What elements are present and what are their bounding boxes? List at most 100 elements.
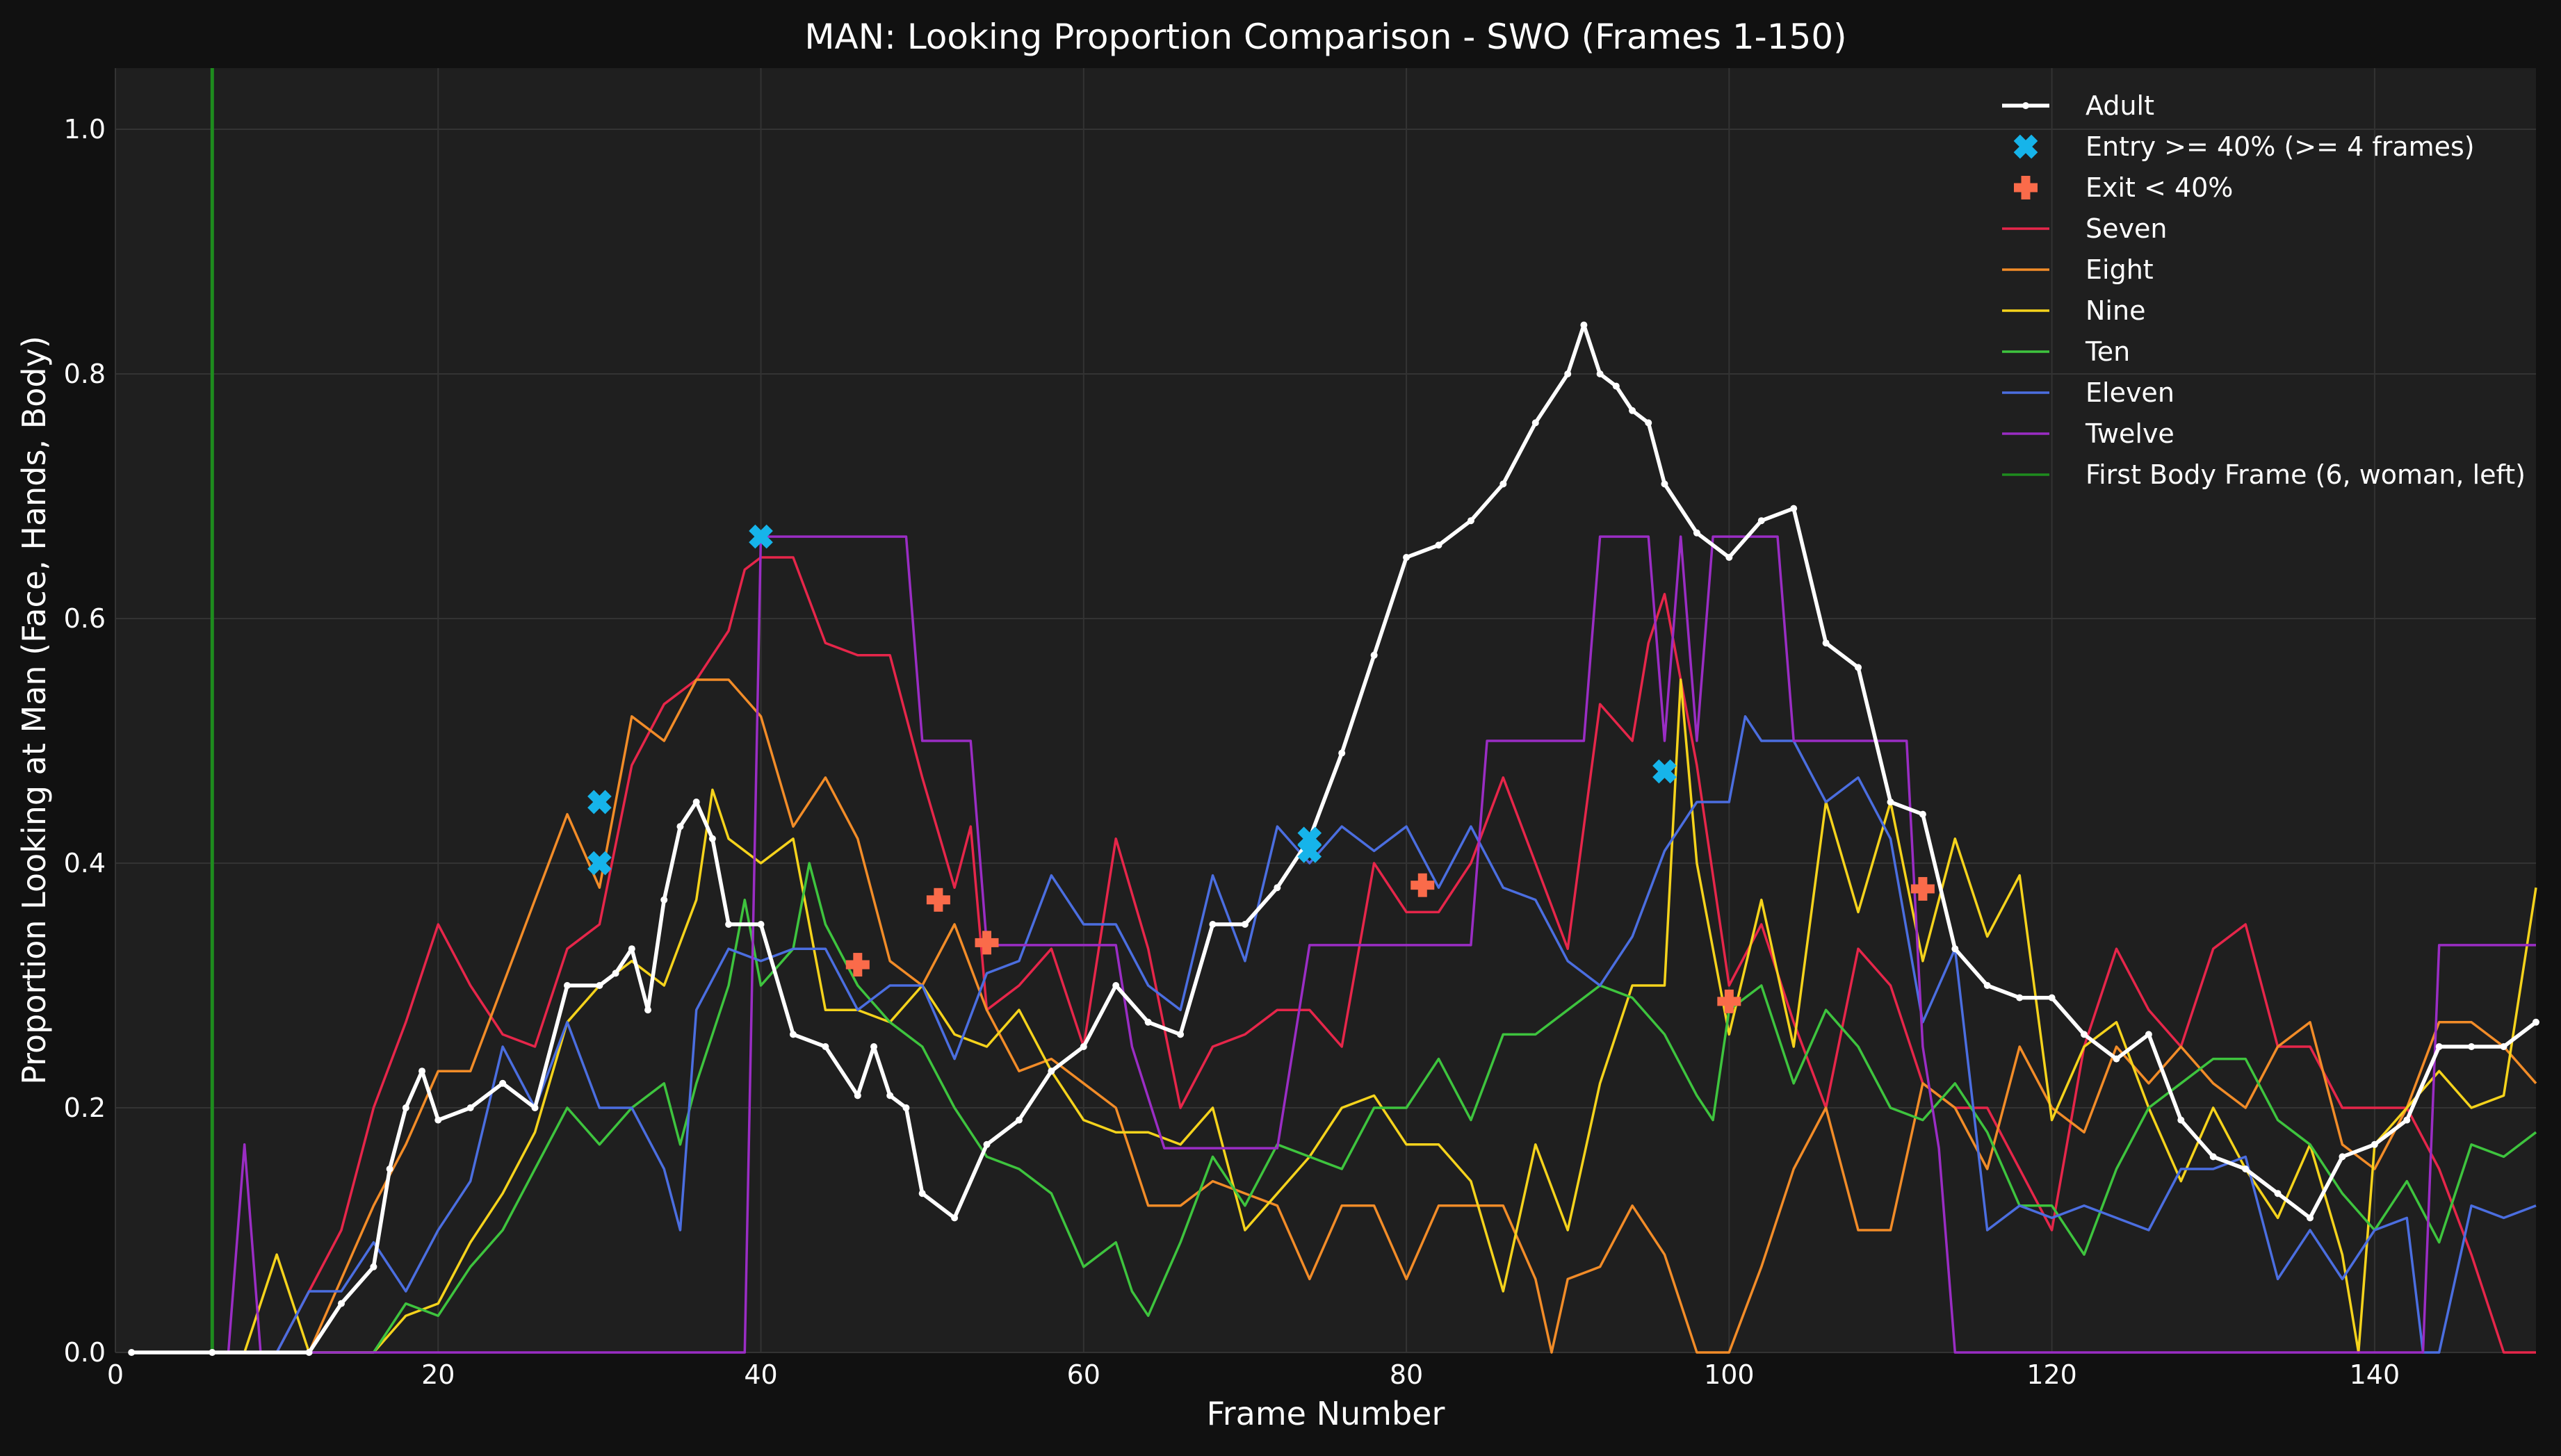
adult-point — [2048, 994, 2056, 1001]
adult-point — [1241, 921, 1249, 928]
legend-item: Exit < 40% — [2014, 172, 2233, 203]
y-tick-label: 1.0 — [64, 114, 106, 145]
adult-point — [628, 945, 635, 953]
x-tick-label: 80 — [1390, 1359, 1423, 1390]
entry-marker — [1652, 759, 1677, 784]
adult-point — [1209, 921, 1217, 928]
adult-point — [1661, 480, 1668, 488]
series-line-ten — [131, 862, 2537, 1354]
adult-point — [1887, 799, 1894, 805]
adult-point — [2371, 1140, 2378, 1148]
adult-point — [2307, 1214, 2314, 1222]
adult-point — [983, 1140, 991, 1148]
adult-point — [2145, 1031, 2152, 1038]
series-line-eleven — [131, 715, 2537, 1354]
adult-point — [1435, 541, 1442, 549]
adult-point — [1499, 480, 1507, 488]
adult-point — [209, 1349, 216, 1356]
plot-area — [115, 68, 2536, 1352]
adult-point — [1015, 1116, 1023, 1124]
adult-point — [1080, 1043, 1087, 1050]
adult-point — [1629, 407, 1636, 414]
adult-point — [128, 1349, 136, 1356]
adult-point — [499, 1079, 507, 1087]
x-tick-label: 60 — [1067, 1359, 1100, 1390]
adult-point — [1645, 419, 1652, 427]
adult-point — [822, 1043, 829, 1050]
adult-point — [1370, 651, 1378, 659]
adult-point — [434, 1116, 442, 1124]
y-tick-label: 0.4 — [64, 848, 106, 878]
chart-title: MAN: Looking Proportion Comparison - SWO… — [804, 17, 1846, 57]
x-tick-label: 120 — [2026, 1359, 2077, 1390]
adult-point — [337, 1300, 345, 1307]
adult-point — [1951, 945, 1959, 953]
adult-point — [951, 1214, 959, 1222]
legend-label: Exit < 40% — [2086, 172, 2233, 203]
x-tick-label: 140 — [2350, 1359, 2400, 1390]
y-tick-labels: 0.0 0.2 0.4 0.6 0.8 1.0 — [64, 114, 106, 1368]
adult-point — [2274, 1190, 2282, 1197]
marker-layer — [587, 524, 1935, 1013]
legend-label: Entry >= 40% (>= 4 frames) — [2086, 131, 2475, 162]
entry-marker — [749, 524, 773, 549]
y-tick-label: 0.6 — [64, 603, 106, 634]
adult-point — [1274, 884, 1281, 892]
x-tick-label: 40 — [744, 1359, 777, 1390]
adult-point — [2435, 1043, 2443, 1050]
x-tick-label: 0 — [107, 1359, 124, 1390]
entry-marker — [587, 790, 612, 815]
series-line-eight — [131, 678, 2537, 1354]
adult-point — [1612, 382, 1620, 390]
entry-marker — [587, 851, 612, 876]
adult-point — [1048, 1068, 1055, 1075]
adult-point — [2468, 1043, 2475, 1050]
adult-point — [2209, 1153, 2217, 1161]
adult-point — [1467, 517, 1474, 525]
legend-label: Nine — [2086, 295, 2145, 326]
legend-item: Entry >= 40% (>= 4 frames) — [2013, 131, 2475, 162]
adult-point — [2242, 1165, 2250, 1172]
adult-point — [1822, 639, 1830, 647]
legend-item: Adult — [2002, 90, 2154, 121]
y-tick-label: 0.0 — [64, 1337, 106, 1368]
legend-label: Adult — [2086, 90, 2154, 121]
adult-point — [612, 970, 619, 977]
legend-item: Ten — [2002, 336, 2130, 367]
adult-point — [386, 1165, 393, 1172]
legend-item: Twelve — [2002, 418, 2174, 449]
adult-point — [676, 823, 684, 831]
y-tick-label: 0.8 — [64, 359, 106, 389]
adult-point — [370, 1263, 377, 1270]
adult-point — [1983, 982, 1991, 989]
adult-point — [757, 921, 765, 928]
legend-label: First Body Frame (6, woman, left) — [2086, 459, 2526, 490]
adult-point — [1580, 321, 1588, 329]
adult-point — [2403, 1116, 2411, 1124]
adult-point — [2113, 1055, 2120, 1063]
legend-item: Nine — [2002, 295, 2145, 326]
exit-marker — [975, 931, 999, 955]
adult-point — [918, 1190, 926, 1197]
legend-label: Ten — [2085, 336, 2130, 367]
adult-point — [1855, 664, 1862, 671]
legend-label: Eight — [2086, 254, 2154, 285]
exit-marker — [1717, 989, 1741, 1013]
adult-point — [1177, 1031, 1185, 1038]
legend-label: Twelve — [2085, 418, 2174, 449]
exit-marker — [1410, 873, 1435, 897]
adult-point — [2339, 1153, 2346, 1161]
legend: Adult Entry >= 40% (>= 4 frames) Exit < 40… — [2002, 90, 2526, 490]
adult-point — [1112, 982, 1120, 989]
x-tick-label: 100 — [1704, 1359, 1755, 1390]
adult-point — [596, 982, 603, 989]
adult-point — [854, 1092, 861, 1099]
adult-point — [531, 1104, 539, 1111]
legend-item: Seven — [2002, 213, 2167, 244]
adult-point — [1564, 370, 1572, 377]
adult-point — [2177, 1116, 2185, 1124]
x-tick-labels: 0 20 40 60 80 100 120 140 — [107, 1359, 2400, 1390]
x-axis-label: Frame Number — [1207, 1395, 1445, 1432]
